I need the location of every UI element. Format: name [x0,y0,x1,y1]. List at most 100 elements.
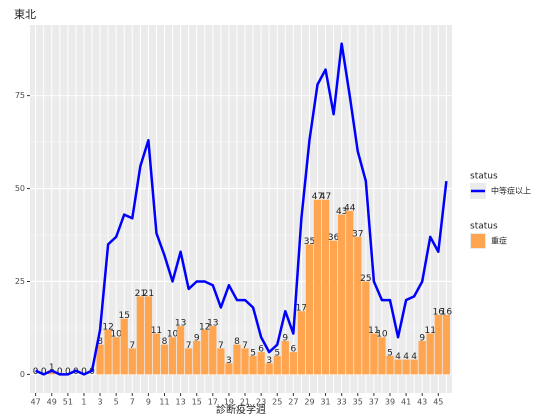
x-tick-label: 23 [256,398,266,407]
data-label: 17 [296,304,307,314]
bar [354,236,362,375]
x-tick-label: 17 [208,398,218,407]
bar [160,344,169,375]
bar [217,348,225,375]
bar [442,314,450,375]
x-tick-label: 15 [192,398,202,407]
data-label: 7 [242,341,248,351]
data-label: 7 [218,341,224,351]
x-tick-label: 7 [130,398,135,407]
data-label: 21 [135,289,146,299]
bar [434,314,442,375]
data-label: 36 [328,233,340,243]
data-label: 4 [411,352,417,362]
x-tick-label: 33 [337,398,347,407]
data-label: 9 [282,333,288,343]
data-label: 6 [290,345,296,355]
data-label: 5 [274,348,280,358]
data-label: 10 [167,330,179,340]
y-tick-label: 25 [15,277,25,286]
data-label: 44 [344,203,356,213]
bar [225,363,233,375]
data-label: 5 [387,348,393,358]
bar [120,318,128,375]
bar [201,329,209,375]
x-tick-label: 29 [304,398,314,407]
x-tick-label: 47 [31,398,41,407]
data-label: 35 [304,237,315,247]
line [35,42,448,376]
data-label: 0 [41,367,47,377]
bar [370,333,378,375]
data-label: 16 [441,307,453,317]
data-label: 0 [81,367,87,377]
data-label: 13 [207,319,218,329]
data-label: 37 [352,229,363,239]
bar [305,244,314,375]
legend-key [471,234,485,248]
x-tick-label: 45 [433,398,443,407]
bar [104,329,112,375]
legend-title: status [470,222,498,232]
bar [136,296,144,375]
y-tick-label: 0 [20,370,25,379]
bar [144,296,153,375]
x-tick-label: 27 [288,398,298,407]
bar [378,337,386,375]
x-tick-label: 21 [240,398,250,407]
bar [321,199,330,375]
bar [386,355,394,375]
data-label: 21 [143,289,154,299]
x-axis-label: 診断疫学週 [216,403,266,416]
bar [281,340,289,375]
bar [193,340,201,375]
bar [241,348,249,375]
x-tick-label: 5 [114,398,119,407]
bar [96,344,104,375]
bar [48,370,56,375]
x-tick-label: 49 [47,398,57,407]
bar [233,344,241,375]
data-label: 6 [258,345,264,355]
data-label: 43 [336,207,347,217]
data-label: 8 [97,337,103,347]
x-tick-label: 25 [272,398,282,407]
bar [209,326,217,375]
data-label: 11 [151,326,162,336]
x-tick-label: 51 [63,398,73,407]
data-label: 13 [175,319,186,329]
bar [313,199,322,375]
data-label: 7 [129,341,135,351]
x-tick-label: 41 [401,398,411,407]
x-tick-label: 31 [320,398,330,407]
data-label: 12 [102,322,113,332]
data-label: 9 [194,333,200,343]
bar [168,337,177,375]
data-label: 15 [118,311,129,321]
data-label: 4 [395,352,401,362]
bar [185,348,193,375]
y-tick-label: 50 [15,184,25,193]
data-label: 12 [199,322,210,332]
bar [249,355,257,375]
bar [426,333,434,375]
x-tick-label: 37 [369,398,379,407]
bar [128,348,136,375]
data-label: 8 [162,337,168,347]
legend-title: status [470,172,498,182]
data-label: 1 [49,363,55,373]
bar [257,352,265,375]
data-label: 10 [376,330,388,340]
x-tick-label: 11 [159,398,169,407]
bar [297,311,306,375]
bar [346,210,354,375]
data-label: 3 [266,356,272,366]
data-label: 47 [320,192,331,202]
data-label: 0 [57,367,63,377]
data-label: 10 [110,330,122,340]
y-tick-label: 75 [15,91,25,100]
bar [289,352,297,375]
x-tick-label: 39 [385,398,395,407]
bar [265,363,273,375]
